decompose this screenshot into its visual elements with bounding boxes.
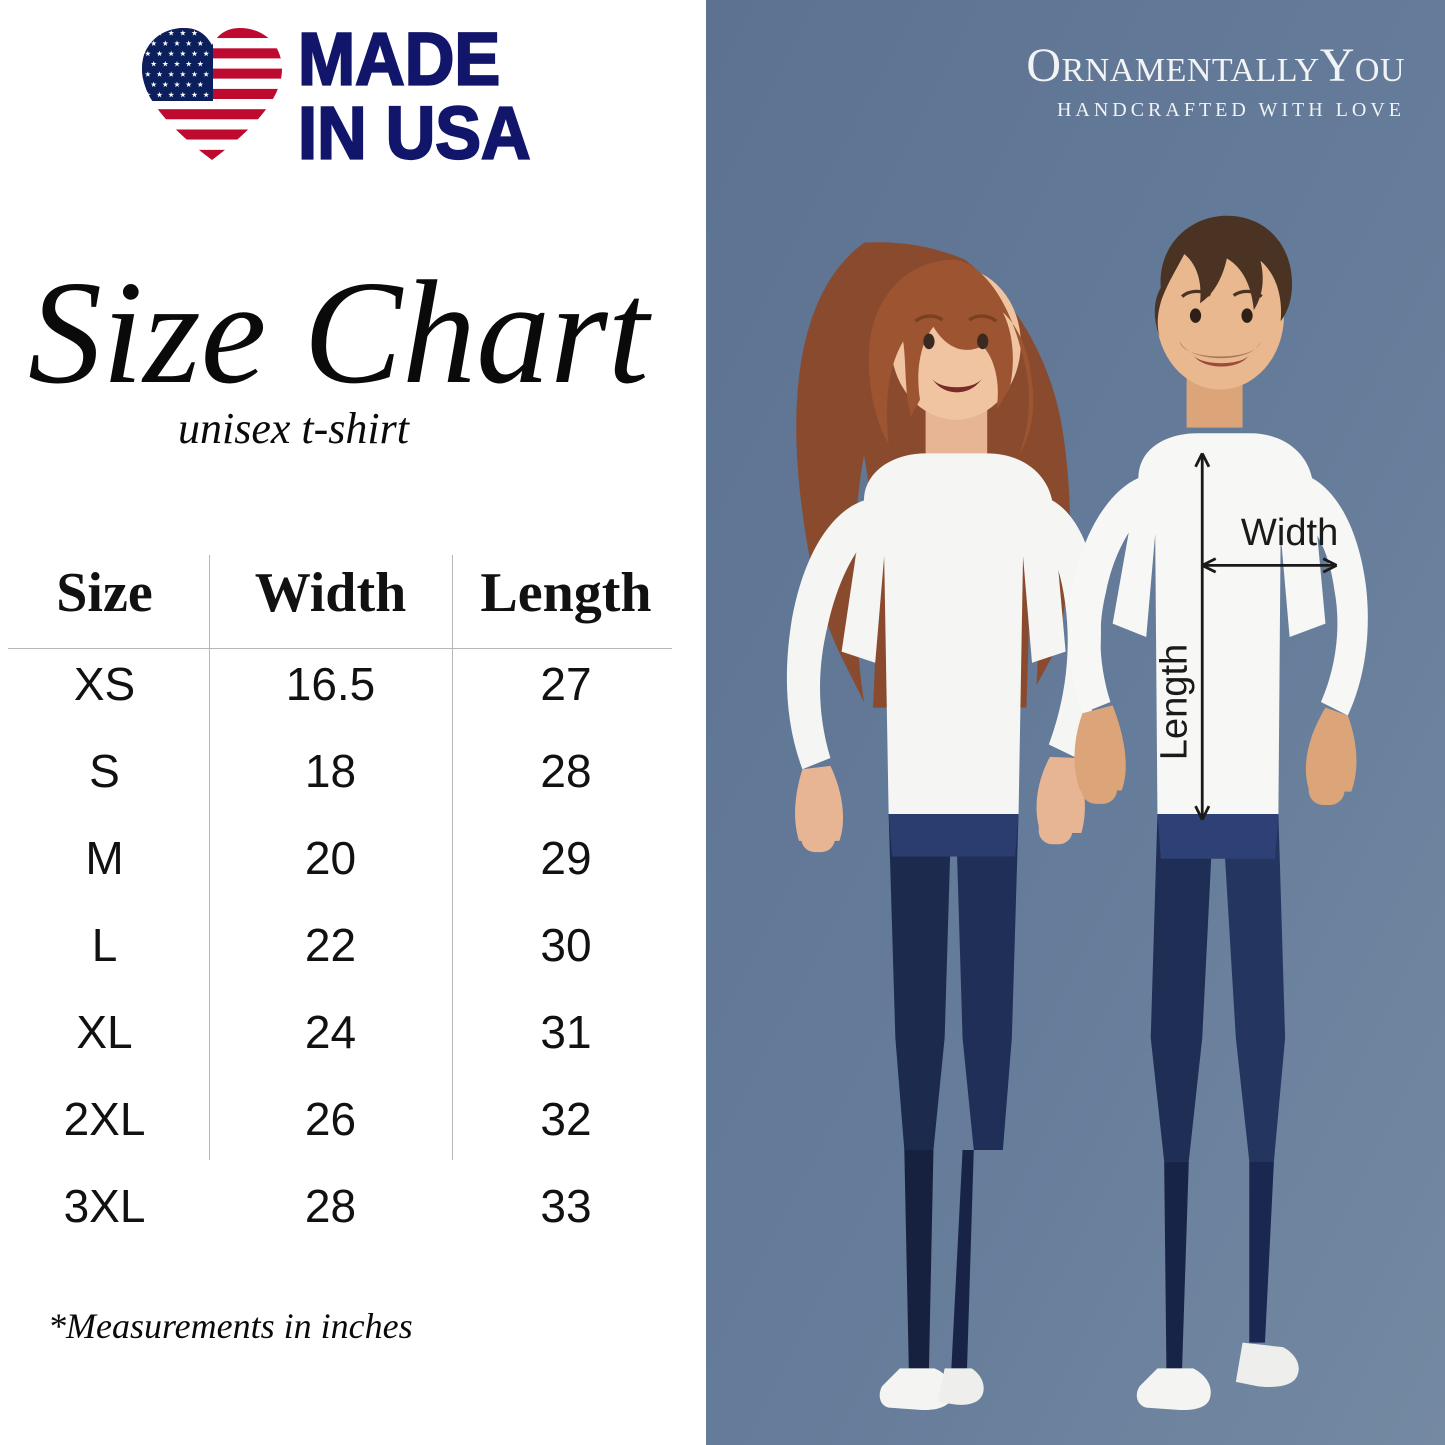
- svg-text:Length: Length: [1154, 644, 1196, 760]
- svg-text:Width: Width: [1241, 512, 1338, 554]
